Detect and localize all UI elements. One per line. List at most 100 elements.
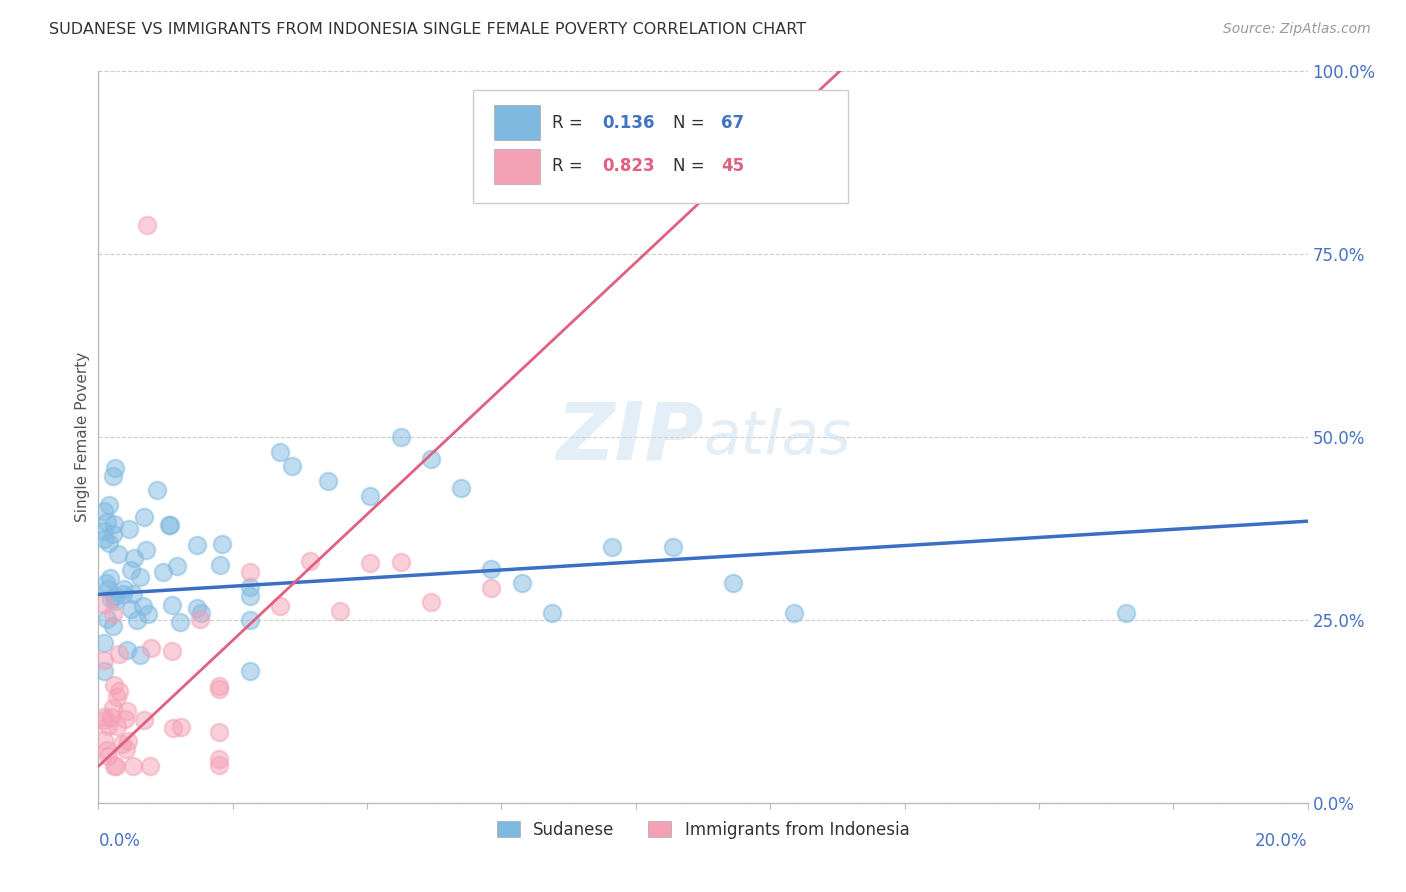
Point bbox=[420, 452, 443, 467]
Point bbox=[1115, 606, 1137, 620]
Point bbox=[125, 613, 148, 627]
Point bbox=[97, 748, 120, 763]
Point bbox=[208, 757, 231, 772]
Point bbox=[239, 565, 262, 579]
Point bbox=[108, 647, 131, 661]
Point bbox=[122, 587, 145, 601]
Point bbox=[135, 542, 157, 557]
Point bbox=[132, 599, 155, 613]
Point bbox=[239, 613, 262, 627]
Point bbox=[208, 679, 231, 693]
Point bbox=[159, 517, 181, 532]
Point bbox=[105, 719, 128, 733]
Point bbox=[120, 563, 142, 577]
Point bbox=[540, 606, 562, 620]
Point bbox=[100, 592, 122, 607]
Point bbox=[100, 710, 122, 724]
Point bbox=[117, 734, 139, 748]
Point bbox=[93, 597, 115, 611]
Point bbox=[93, 653, 115, 667]
Point bbox=[101, 469, 124, 483]
Text: 0.0%: 0.0% bbox=[98, 832, 141, 850]
Point bbox=[118, 522, 141, 536]
Point bbox=[211, 536, 233, 550]
Point bbox=[169, 615, 191, 630]
Point bbox=[115, 704, 138, 718]
Text: N =: N = bbox=[672, 113, 710, 131]
Point bbox=[97, 582, 120, 596]
Point bbox=[101, 701, 124, 715]
Point bbox=[450, 481, 472, 495]
Point bbox=[103, 678, 125, 692]
Point bbox=[132, 713, 155, 727]
Point bbox=[104, 460, 127, 475]
Point bbox=[135, 218, 157, 232]
Text: atlas: atlas bbox=[703, 408, 851, 467]
Point bbox=[93, 532, 115, 546]
Point bbox=[98, 571, 121, 585]
Point bbox=[316, 474, 339, 488]
Point bbox=[329, 603, 352, 617]
Point bbox=[269, 444, 291, 458]
Point bbox=[101, 607, 124, 622]
Point bbox=[105, 690, 128, 705]
Point bbox=[93, 713, 115, 727]
Point bbox=[96, 516, 118, 530]
Point bbox=[129, 570, 152, 584]
Point bbox=[139, 641, 162, 656]
Point bbox=[115, 643, 138, 657]
Point bbox=[112, 587, 135, 601]
FancyBboxPatch shape bbox=[494, 149, 540, 184]
Point bbox=[208, 682, 231, 697]
Point bbox=[103, 759, 125, 773]
Legend: Sudanese, Immigrants from Indonesia: Sudanese, Immigrants from Indonesia bbox=[489, 814, 917, 846]
Point bbox=[107, 684, 129, 698]
Point bbox=[281, 459, 304, 474]
Point bbox=[112, 582, 135, 596]
Text: Source: ZipAtlas.com: Source: ZipAtlas.com bbox=[1223, 22, 1371, 37]
Point bbox=[186, 600, 208, 615]
Text: N =: N = bbox=[672, 158, 710, 176]
Text: R =: R = bbox=[551, 158, 588, 176]
Point bbox=[104, 759, 127, 773]
Point bbox=[96, 743, 118, 757]
Point bbox=[723, 576, 745, 591]
Text: ZIP: ZIP bbox=[555, 398, 703, 476]
Text: 0.823: 0.823 bbox=[603, 158, 655, 176]
Text: SUDANESE VS IMMIGRANTS FROM INDONESIA SINGLE FEMALE POVERTY CORRELATION CHART: SUDANESE VS IMMIGRANTS FROM INDONESIA SI… bbox=[49, 22, 806, 37]
Point bbox=[188, 612, 211, 626]
Point bbox=[510, 576, 533, 591]
Point bbox=[208, 724, 231, 739]
Text: 45: 45 bbox=[721, 158, 744, 176]
Point bbox=[101, 618, 124, 632]
Point bbox=[93, 504, 115, 518]
Point bbox=[134, 510, 156, 524]
Point bbox=[360, 557, 382, 571]
Point bbox=[139, 759, 162, 773]
Point bbox=[114, 712, 136, 726]
Point bbox=[481, 582, 503, 596]
Point bbox=[190, 606, 212, 620]
Point bbox=[186, 538, 208, 552]
Text: 0.136: 0.136 bbox=[603, 113, 655, 131]
Point bbox=[389, 556, 412, 570]
Point bbox=[481, 562, 503, 576]
Point bbox=[783, 606, 806, 620]
Point bbox=[136, 607, 159, 621]
Point bbox=[160, 644, 183, 658]
FancyBboxPatch shape bbox=[474, 90, 848, 203]
Point bbox=[299, 554, 322, 568]
Point bbox=[157, 518, 180, 533]
Point bbox=[93, 732, 115, 747]
Point bbox=[169, 720, 191, 734]
Point bbox=[104, 593, 127, 607]
Point bbox=[162, 722, 184, 736]
Point bbox=[103, 526, 125, 541]
FancyBboxPatch shape bbox=[494, 105, 540, 140]
Point bbox=[389, 430, 412, 444]
Point bbox=[129, 648, 152, 662]
Point bbox=[420, 595, 443, 609]
Point bbox=[360, 489, 382, 503]
Point bbox=[93, 636, 115, 650]
Point bbox=[160, 599, 183, 613]
